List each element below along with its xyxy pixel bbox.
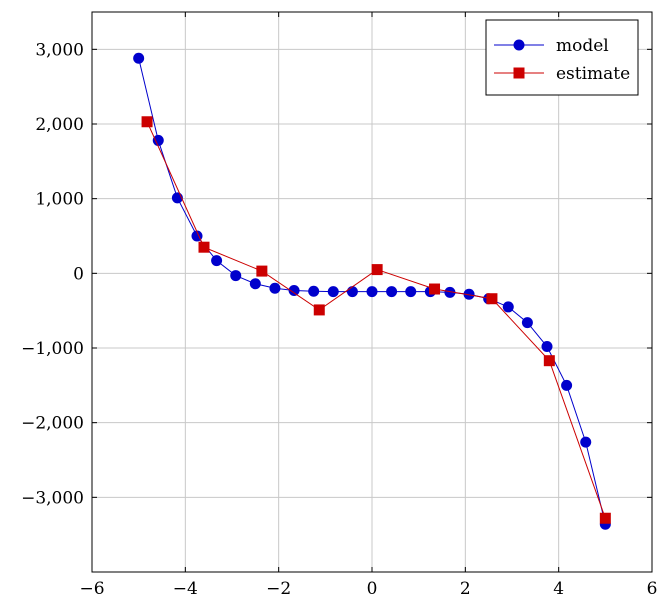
estimate-point bbox=[599, 512, 611, 524]
estimate-point bbox=[371, 264, 383, 276]
legend: model estimate bbox=[485, 19, 639, 96]
model-point bbox=[230, 270, 242, 282]
x-tick-label: 4 bbox=[553, 579, 564, 599]
estimate-point bbox=[256, 265, 268, 277]
model-point bbox=[152, 134, 164, 146]
estimate-point bbox=[198, 241, 210, 253]
legend-estimate-label: estimate bbox=[556, 64, 630, 84]
model-point bbox=[580, 436, 592, 448]
y-tick-label: 0 bbox=[73, 264, 84, 284]
legend-box bbox=[485, 19, 639, 96]
x-tick-label: 0 bbox=[367, 579, 378, 599]
model-point bbox=[444, 286, 456, 298]
legend-estimate-marker bbox=[513, 67, 525, 79]
model-point bbox=[561, 379, 573, 391]
x-tick-label: −2 bbox=[266, 579, 291, 599]
y-tick-label: −3,000 bbox=[21, 488, 84, 508]
model-point bbox=[346, 286, 358, 298]
model-point bbox=[249, 278, 261, 290]
y-tick-label: −1,000 bbox=[21, 339, 84, 359]
model-point bbox=[366, 286, 378, 298]
model-point bbox=[269, 282, 281, 294]
model-point bbox=[288, 285, 300, 297]
x-tick-label: −4 bbox=[173, 579, 198, 599]
legend-model-label: model bbox=[556, 36, 609, 56]
x-tick-label: 6 bbox=[647, 579, 657, 599]
estimate-point bbox=[141, 116, 153, 128]
model-point bbox=[133, 52, 145, 64]
model-point bbox=[405, 286, 417, 298]
model-point bbox=[386, 286, 398, 298]
x-tick-label: 2 bbox=[460, 579, 471, 599]
model-point bbox=[521, 317, 533, 329]
model-point bbox=[308, 285, 320, 297]
estimate-point bbox=[429, 283, 441, 295]
model-point bbox=[211, 255, 223, 267]
x-tick-label: −6 bbox=[79, 579, 104, 599]
series-layer bbox=[133, 52, 611, 530]
estimate-point bbox=[313, 304, 325, 316]
legend-model-marker bbox=[513, 39, 525, 51]
model-point bbox=[502, 301, 514, 313]
estimate-point bbox=[543, 355, 555, 367]
estimate-series-line bbox=[146, 121, 606, 519]
y-tick-label: 3,000 bbox=[35, 40, 84, 60]
y-tick-label: −2,000 bbox=[21, 414, 84, 434]
y-tick-label: 2,000 bbox=[35, 115, 84, 135]
tick-labels: −6 −4 −2 0 2 4 6 3,000 2,000 1,000 0 −1,000 −2,000 −3… bbox=[21, 40, 657, 599]
model-point bbox=[463, 288, 475, 300]
y-tick-label: 1,000 bbox=[35, 190, 84, 210]
model-point bbox=[327, 286, 339, 298]
ticks bbox=[91, 12, 653, 572]
model-point bbox=[541, 341, 553, 353]
estimate-point bbox=[486, 293, 498, 305]
